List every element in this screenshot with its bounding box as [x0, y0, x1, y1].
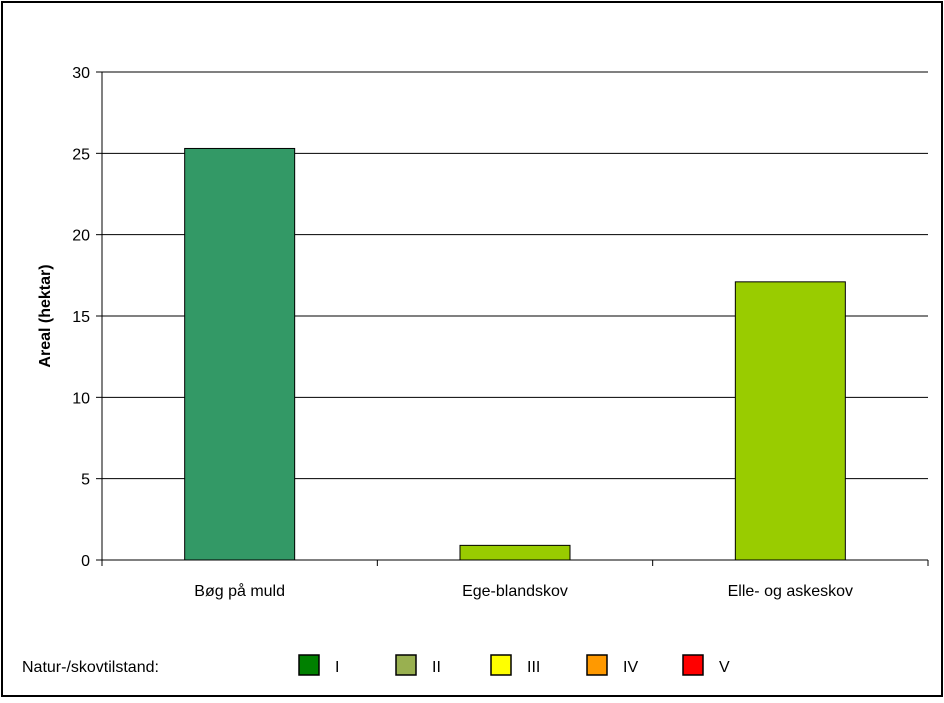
axes: 0 5 10 15 20 25 30 Bøg på muld Ege-blandskov Elle…: [72, 65, 929, 600]
y-tick-label: 30: [72, 65, 90, 82]
y-tick-label: 0: [81, 553, 90, 570]
y-tick-label: 20: [72, 228, 90, 245]
legend-label: III: [527, 659, 540, 676]
bars: [184, 147, 846, 561]
legend-label: I: [335, 659, 339, 676]
legend-label: II: [432, 659, 441, 676]
x-tick-label: Bøg på muld: [194, 582, 285, 600]
legend: Natur-/skovtilstand: I II III IV V: [22, 654, 730, 676]
legend-title: Natur-/skovtilstand:: [22, 659, 159, 676]
y-tick-label: 5: [81, 472, 90, 489]
bar-2: [459, 544, 571, 561]
y-axis-label: Areal (hektar): [37, 264, 54, 367]
y-tick-label: 10: [72, 390, 90, 407]
y-tick-label: 25: [72, 146, 90, 163]
legend-swatch-4: [586, 654, 608, 676]
legend-swatch-5: [682, 654, 704, 676]
legend-swatch-1: [298, 654, 320, 676]
x-tick-label: Elle- og askeskov: [728, 583, 853, 600]
x-tick-label: Ege-blandskov: [462, 583, 568, 600]
legend-label: V: [719, 659, 730, 676]
bar-1: [184, 147, 296, 561]
legend-swatch-2: [395, 654, 417, 676]
legend-label: IV: [623, 659, 638, 676]
legend-swatch-3: [490, 654, 512, 676]
bar-3: [734, 281, 846, 561]
y-tick-label: 15: [72, 309, 90, 326]
